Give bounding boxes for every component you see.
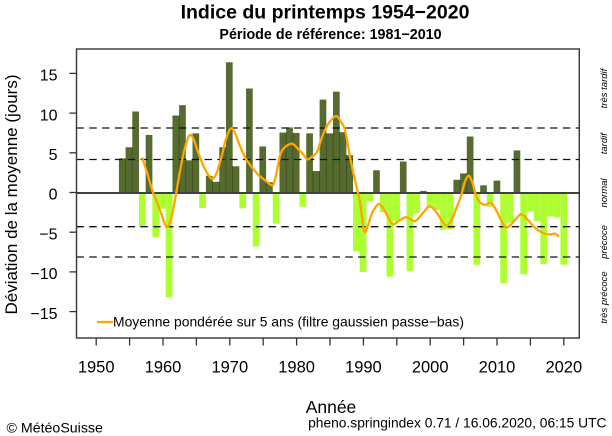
svg-text:1990: 1990 — [345, 359, 382, 377]
svg-text:Déviation de la moyenne (jours: Déviation de la moyenne (jours) — [2, 74, 21, 314]
svg-text:2000: 2000 — [412, 359, 449, 377]
svg-text:1970: 1970 — [211, 359, 248, 377]
svg-text:0: 0 — [49, 187, 58, 204]
svg-text:−5: −5 — [39, 226, 57, 243]
svg-text:précoce: précoce — [599, 225, 610, 260]
svg-text:2010: 2010 — [479, 359, 516, 377]
svg-text:1980: 1980 — [278, 359, 315, 377]
svg-text:Période de référence: 1981−201: Période de référence: 1981−2010 — [219, 27, 441, 43]
svg-text:5: 5 — [49, 147, 58, 164]
svg-text:tardif: tardif — [599, 132, 610, 154]
svg-text:−15: −15 — [30, 306, 57, 323]
svg-text:Indice du printemps 1954−2020: Indice du printemps 1954−2020 — [181, 2, 470, 24]
svg-text:2020: 2020 — [545, 359, 582, 377]
svg-text:normal: normal — [599, 178, 610, 208]
svg-text:15: 15 — [40, 68, 58, 85]
svg-text:1960: 1960 — [145, 359, 182, 377]
svg-text:−10: −10 — [30, 266, 57, 283]
svg-text:© MétéoSuisse: © MétéoSuisse — [7, 421, 104, 436]
svg-text:pheno.springindex 0.71 / 16.06: pheno.springindex 0.71 / 16.06.2020, 06:… — [308, 416, 606, 431]
svg-text:10: 10 — [40, 107, 58, 124]
svg-text:Moyenne pondérée sur 5 ans (fi: Moyenne pondérée sur 5 ans (filtre gauss… — [113, 313, 464, 329]
svg-text:Année: Année — [306, 397, 357, 417]
svg-text:1950: 1950 — [78, 359, 115, 377]
svg-text:très précoce: très précoce — [599, 271, 610, 323]
svg-text:très tardif: très tardif — [599, 67, 610, 108]
